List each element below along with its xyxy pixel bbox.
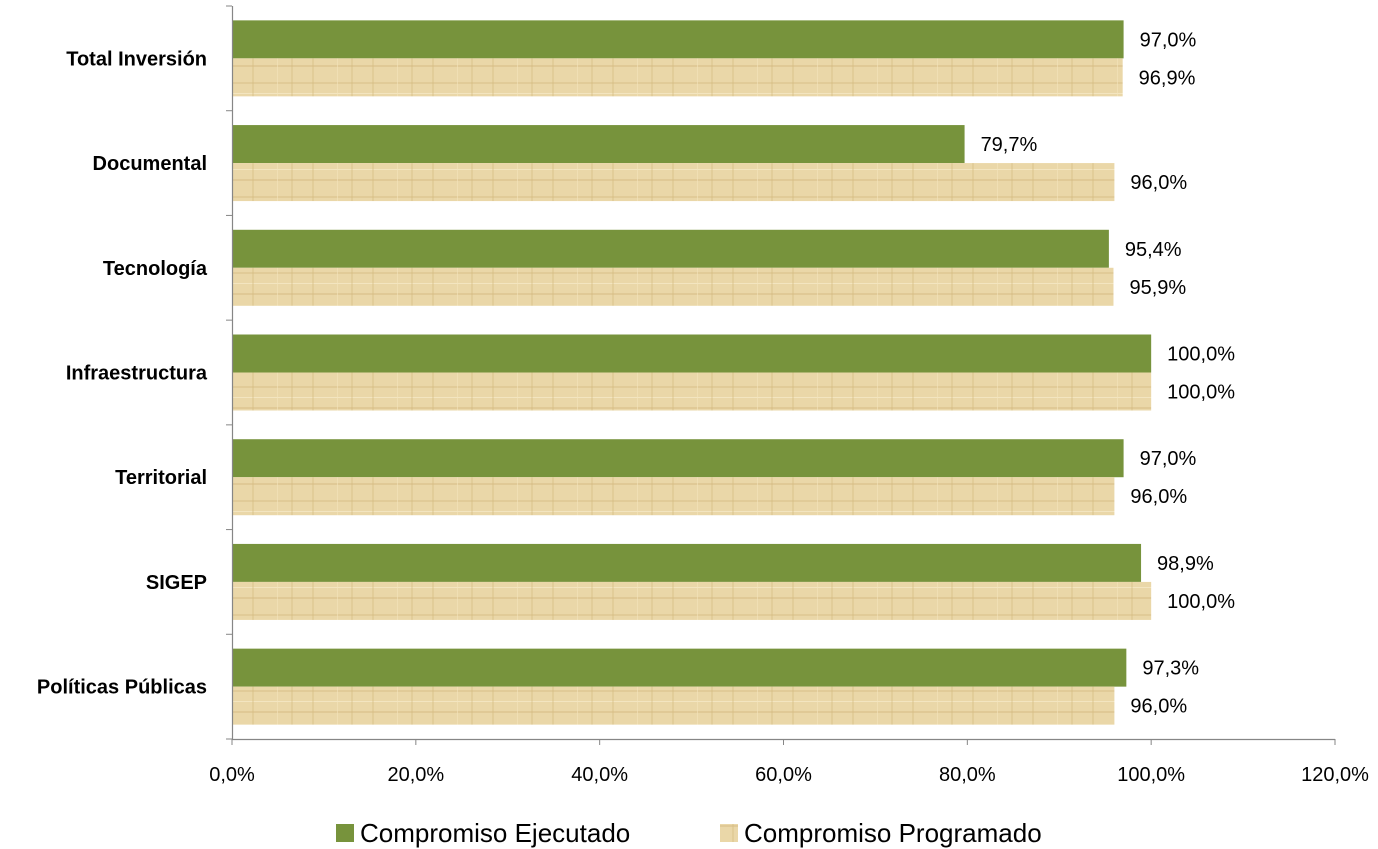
category-label-tecnologia: Tecnología (103, 258, 208, 280)
data-label-compromiso-ejecutado-politicas-publicas: 97,3% (1142, 658, 1199, 680)
legend-swatch-compromiso-ejecutado (336, 824, 354, 842)
x-tick-label: 100,0% (1117, 764, 1185, 786)
axes-layer: 0,0% 20,0% 40,0% 60,0% 80,0% 100,0% 120,0% (209, 5, 1369, 786)
data-label-compromiso-ejecutado-territorial: 97,0% (1140, 448, 1197, 470)
category-label-total-inversion: Total Inversión (66, 48, 207, 70)
data-label-compromiso-programado-politicas-publicas: 96,0% (1130, 696, 1187, 718)
bar-compromiso-ejecutado-infraestructura (232, 334, 1152, 373)
category-label-sigep: SIGEP (146, 572, 207, 594)
data-label-compromiso-programado-documental: 96,0% (1130, 172, 1187, 194)
bar-compromiso-ejecutado-total-inversion (232, 20, 1124, 59)
bar-compromiso-programado-tecnologia (232, 267, 1114, 306)
x-tick-label: 0,0% (209, 764, 255, 786)
bar-compromiso-programado-territorial (232, 477, 1115, 516)
labels-layer: Total Inversión 97,0% 96,9% Documental 79,7%… (37, 29, 1235, 717)
bar-compromiso-ejecutado-sigep (232, 543, 1142, 582)
data-label-compromiso-ejecutado-documental: 79,7% (981, 134, 1038, 156)
data-label-compromiso-programado-sigep: 100,0% (1167, 591, 1235, 613)
legend-label-compromiso-ejecutado: Compromiso Ejecutado (360, 818, 630, 848)
data-label-compromiso-programado-territorial: 96,0% (1130, 486, 1187, 508)
x-tick-label: 120,0% (1301, 764, 1369, 786)
data-label-compromiso-ejecutado-tecnologia: 95,4% (1125, 239, 1182, 261)
bar-compromiso-programado-sigep (232, 581, 1152, 620)
category-label-politicas-publicas: Políticas Públicas (37, 677, 207, 699)
data-label-compromiso-ejecutado-total-inversion: 97,0% (1140, 29, 1197, 51)
bar-compromiso-ejecutado-tecnologia (232, 229, 1109, 268)
bar-compromiso-programado-infraestructura (232, 372, 1152, 411)
data-label-compromiso-programado-tecnologia: 95,9% (1129, 277, 1186, 299)
data-label-compromiso-ejecutado-sigep: 98,9% (1157, 553, 1214, 575)
x-tick-label: 40,0% (571, 764, 628, 786)
x-tick-label: 20,0% (387, 764, 444, 786)
data-label-compromiso-programado-total-inversion: 96,9% (1139, 67, 1196, 89)
bar-compromiso-ejecutado-politicas-publicas (232, 648, 1127, 687)
bar-compromiso-programado-documental (232, 163, 1115, 202)
data-label-compromiso-ejecutado-infraestructura: 100,0% (1167, 344, 1235, 366)
bar-compromiso-ejecutado-documental (232, 125, 965, 164)
bars-layer (232, 20, 1152, 725)
data-label-compromiso-programado-infraestructura: 100,0% (1167, 382, 1235, 404)
bar-compromiso-ejecutado-territorial (232, 439, 1124, 478)
legend-label-compromiso-programado: Compromiso Programado (744, 818, 1042, 848)
x-tick-label: 80,0% (939, 764, 996, 786)
bar-compromiso-programado-politicas-publicas (232, 686, 1115, 725)
legend: Compromiso Ejecutado Compromiso Programad… (336, 818, 1042, 848)
category-label-infraestructura: Infraestructura (66, 363, 208, 385)
legend-swatch-compromiso-programado (720, 824, 738, 842)
category-label-territorial: Territorial (115, 467, 207, 489)
x-tick-label: 60,0% (755, 764, 812, 786)
category-label-documental: Documental (93, 153, 207, 175)
bar-compromiso-programado-total-inversion (232, 58, 1123, 97)
